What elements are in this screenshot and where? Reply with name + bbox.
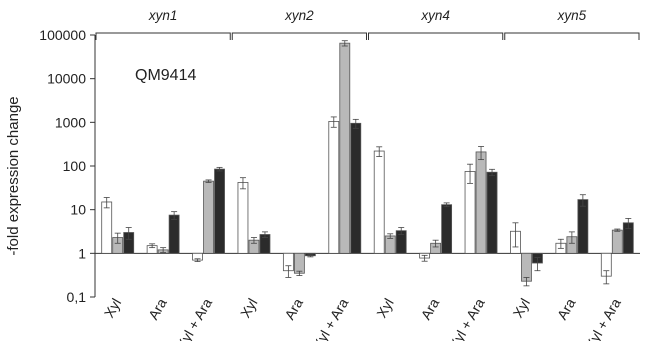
y-tick-label: 1000 <box>55 114 86 130</box>
category-label: Xyl <box>373 296 397 321</box>
bar <box>577 199 589 254</box>
bar <box>486 171 498 254</box>
category-label: Ara <box>281 295 306 322</box>
bar <box>203 180 214 254</box>
y-tick-label: 10000 <box>47 71 86 87</box>
category-label: Xyl + Ara <box>582 295 624 341</box>
y-tick-label: 0,1 <box>67 289 87 305</box>
bar <box>168 214 180 254</box>
bar <box>237 182 249 254</box>
y-tick-label: 10 <box>70 202 86 218</box>
bar <box>475 151 487 254</box>
category-label: Xyl + Ara <box>446 295 488 341</box>
bar <box>339 42 351 254</box>
category-label: Xyl <box>101 296 125 321</box>
y-axis-title: -fold expression change <box>5 96 22 255</box>
group-bracket <box>504 32 640 40</box>
group-label: xyn5 <box>557 8 587 23</box>
group-label: xyn2 <box>284 8 314 23</box>
bar <box>441 204 453 254</box>
bar <box>293 252 305 274</box>
group-bracket <box>95 32 231 40</box>
bar <box>521 252 532 282</box>
category-label: Ara <box>417 295 442 322</box>
category-label: Xyl + Ara <box>173 295 215 341</box>
group-bracket <box>231 32 367 40</box>
bar <box>101 201 113 254</box>
category-label: Xyl <box>237 296 261 321</box>
bar <box>611 229 623 254</box>
y-tick-label: 1 <box>78 245 86 261</box>
y-tick-label: 100 <box>63 158 87 174</box>
category-label: Xyl <box>509 296 533 321</box>
strain-annotation: QM9414 <box>135 67 196 84</box>
bar <box>328 121 340 254</box>
group-bracket <box>368 32 504 40</box>
category-label: Xyl + Ara <box>309 295 351 341</box>
bar <box>350 122 362 254</box>
y-tick-label: 100000 <box>39 27 86 43</box>
group-label: xyn4 <box>420 8 450 23</box>
bar <box>373 150 385 254</box>
category-label: Ara <box>145 295 170 322</box>
group-label: xyn1 <box>148 8 178 23</box>
bar <box>214 168 225 254</box>
category-label: Ara <box>554 295 579 322</box>
